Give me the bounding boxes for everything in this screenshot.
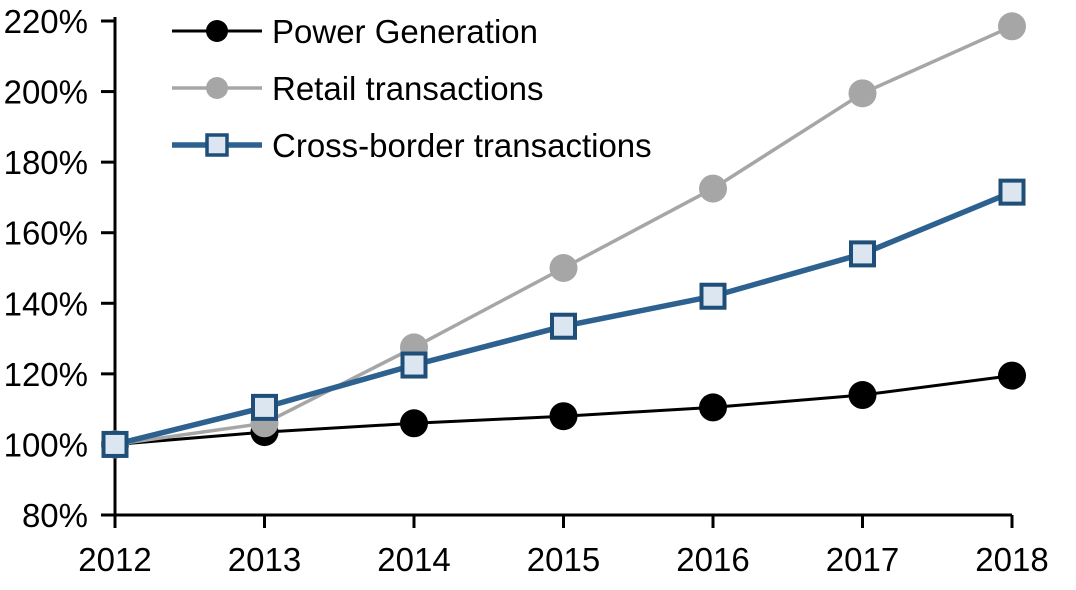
data-point-marker-power-generation	[549, 402, 578, 431]
data-point-marker-cross-border-transactions	[998, 178, 1026, 206]
axes: 80% 100% 120% 140% 160% 180% 200% 220% 2012 2013 2…	[4, 3, 1049, 578]
x-axis-label: 2018	[975, 541, 1048, 578]
legend-label-cross-border-transactions: Cross-border transactions	[272, 127, 652, 164]
data-point-marker-power-generation	[400, 409, 428, 438]
legend-label-power-generation: Power Generation	[272, 13, 538, 50]
y-axis-label: 80%	[22, 497, 88, 534]
data-point-marker-power-generation	[848, 381, 877, 410]
x-axis-label: 2012	[78, 541, 151, 578]
x-axis-label: 2013	[228, 541, 301, 578]
legend-item-retail-transactions: Retail transactions	[172, 70, 543, 107]
legend: Power Generation Retail transactions Cross…	[172, 13, 652, 164]
data-point-marker-retail-transactions	[998, 12, 1026, 41]
y-axis-label: 160%	[4, 215, 88, 252]
legend-marker-power-generation	[206, 20, 228, 42]
y-axis-label: 180%	[4, 144, 88, 181]
legend-label-retail-transactions: Retail transactions	[272, 70, 543, 107]
y-axis-label: 120%	[4, 356, 88, 393]
data-point-marker-cross-border-transactions	[251, 393, 278, 421]
data-point-marker-retail-transactions	[699, 174, 727, 203]
x-axis-label: 2014	[377, 541, 450, 578]
legend-item-cross-border-transactions: Cross-border transactions	[172, 127, 652, 164]
series-power-generation	[101, 361, 1026, 459]
y-axis-label: 220%	[4, 3, 88, 40]
data-point-marker-power-generation	[998, 361, 1026, 390]
y-axis-label: 140%	[4, 285, 88, 322]
data-point-marker-power-generation	[699, 393, 727, 422]
legend-marker-retail-transactions	[206, 77, 228, 99]
data-point-marker-cross-border-transactions	[550, 312, 577, 340]
data-point-marker-cross-border-transactions	[699, 282, 727, 310]
data-point-marker-cross-border-transactions	[400, 351, 428, 379]
series-cross-border-transactions	[101, 178, 1026, 458]
x-axis-label: 2015	[527, 541, 600, 578]
legend-item-power-generation: Power Generation	[172, 13, 538, 50]
y-axis-label: 100%	[4, 426, 88, 463]
data-point-marker-retail-transactions	[848, 79, 877, 108]
data-point-marker-cross-border-transactions	[101, 430, 129, 458]
x-axis-label: 2016	[676, 541, 749, 578]
data-point-marker-cross-border-transactions	[849, 240, 876, 268]
legend-marker-cross-border-transactions	[205, 133, 229, 157]
data-point-marker-retail-transactions	[549, 254, 578, 282]
x-axis-label: 2017	[826, 541, 899, 578]
y-axis-label: 200%	[4, 74, 88, 111]
